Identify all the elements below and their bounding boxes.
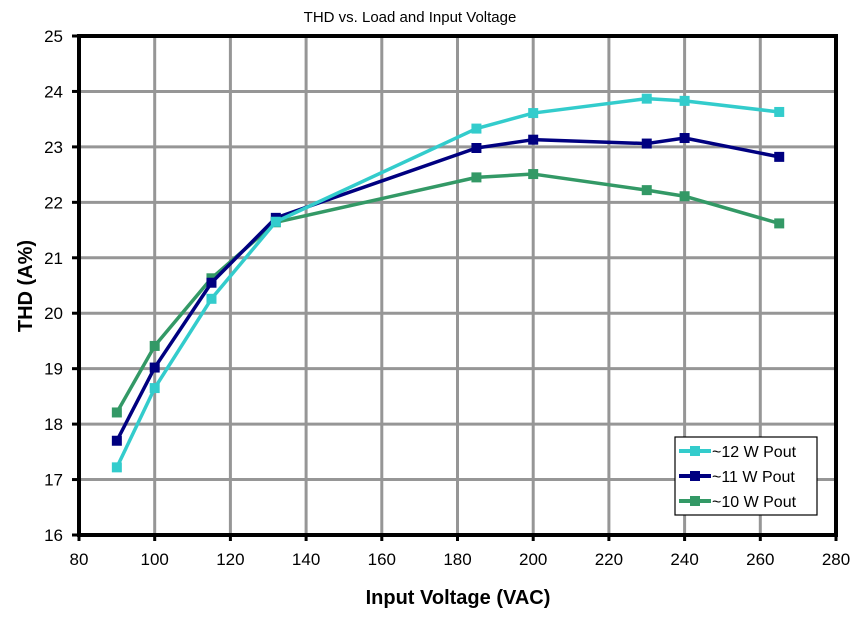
legend-label: ~12 W Pout (712, 444, 797, 461)
chart-title: THD vs. Load and Input Voltage (304, 9, 517, 26)
legend-swatch-marker (690, 446, 700, 456)
data-point (149, 383, 160, 394)
data-point (471, 172, 482, 183)
data-point (149, 362, 160, 373)
y-tick-label: 23 (44, 138, 63, 157)
data-point (774, 106, 785, 117)
data-point (641, 185, 652, 196)
legend-item: ~12 W Pout (679, 444, 797, 461)
x-tick-label: 160 (368, 550, 396, 569)
x-tick-label: 80 (70, 550, 89, 569)
x-tick-label: 100 (141, 550, 169, 569)
data-point (774, 218, 785, 229)
x-axis-label: Input Voltage (VAC) (366, 587, 551, 609)
data-point (679, 95, 690, 106)
data-point (641, 93, 652, 104)
data-point (774, 151, 785, 162)
series-layer (111, 93, 785, 473)
data-point (528, 169, 539, 180)
y-tick-label: 16 (44, 526, 63, 545)
x-tick-label: 140 (292, 550, 320, 569)
data-point (528, 108, 539, 119)
x-tick-label: 240 (670, 550, 698, 569)
data-point (111, 407, 122, 418)
y-tick-label: 22 (44, 193, 63, 212)
legend-label: ~10 W Pout (712, 494, 797, 511)
y-tick-label: 24 (44, 82, 63, 101)
data-point (206, 293, 217, 304)
x-tick-label: 260 (746, 550, 774, 569)
data-point (471, 123, 482, 134)
data-point (111, 462, 122, 473)
y-tick-label: 25 (44, 27, 63, 46)
series-12-w-pout (111, 93, 785, 473)
legend-item: ~10 W Pout (679, 494, 797, 511)
y-axis-label: THD (A%) (15, 240, 37, 332)
y-tick-label: 19 (44, 360, 63, 379)
x-tick-label: 200 (519, 550, 547, 569)
legend-item: ~11 W Pout (679, 469, 795, 486)
legend: ~12 W Pout ~11 W Pout ~10 W Pout (674, 436, 818, 516)
y-tick-label: 17 (44, 471, 63, 490)
legend-label: ~11 W Pout (712, 469, 795, 486)
y-tick-label: 20 (44, 304, 63, 323)
data-point (270, 216, 281, 227)
y-tick-label: 21 (44, 249, 63, 268)
data-point (679, 191, 690, 202)
ticks: 80 100 120 140 160 180 200 220 240 260 280 16 17 18 19… (44, 27, 850, 569)
data-point (641, 138, 652, 149)
data-point (149, 340, 160, 351)
x-tick-label: 280 (822, 550, 850, 569)
grid (79, 36, 836, 535)
x-tick-label: 180 (443, 550, 471, 569)
x-tick-label: 120 (216, 550, 244, 569)
data-point (111, 435, 122, 446)
data-point (528, 134, 539, 145)
legend-swatch-marker (690, 471, 700, 481)
data-point (206, 277, 217, 288)
x-tick-label: 220 (595, 550, 623, 569)
data-point (679, 133, 690, 144)
data-point (471, 142, 482, 153)
y-tick-label: 18 (44, 415, 63, 434)
legend-swatch-marker (690, 496, 700, 506)
